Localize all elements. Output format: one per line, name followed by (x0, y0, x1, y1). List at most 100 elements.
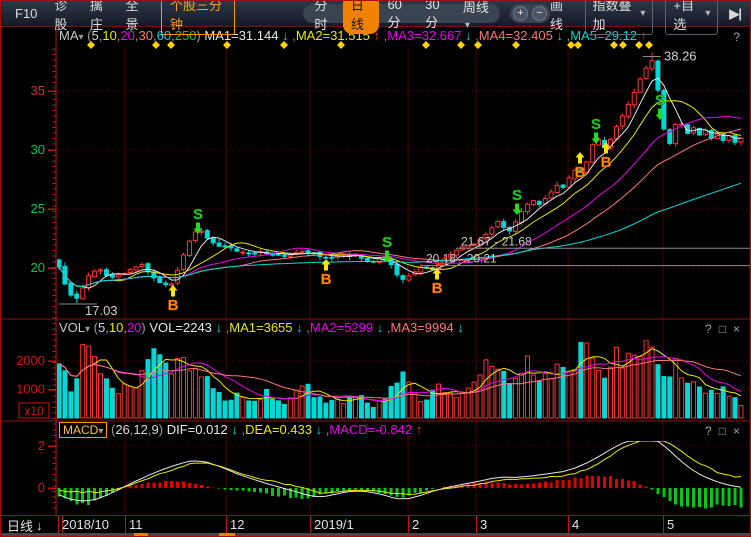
buy-arrow-icon (321, 259, 331, 271)
maximize-icon[interactable]: □ (718, 424, 726, 438)
scrollbar-mark (219, 533, 235, 536)
date-label: 2 (412, 517, 420, 532)
macd-pane-icons: ? □ × (705, 424, 740, 438)
date-label: 11 (129, 517, 143, 532)
period-tab-30分[interactable]: 30分 (425, 0, 440, 30)
period-tab-周线[interactable]: 周线▾ (462, 0, 489, 31)
help-icon[interactable]: ? (705, 424, 712, 438)
date-tick (58, 516, 59, 534)
svg-text:20: 20 (31, 260, 45, 275)
svg-text:17.03: 17.03 (85, 303, 118, 318)
down-arrow-icon: ↓ (211, 320, 223, 335)
close-icon[interactable]: × (732, 322, 740, 336)
date-label: 2018/10 (62, 517, 109, 532)
limit-up-diamond-icons (87, 41, 653, 49)
date-tick (663, 516, 664, 534)
sell-arrow-icon (382, 250, 392, 262)
volume-pane-icons: ? □ × (705, 322, 740, 336)
nav-tab-诊股[interactable]: 诊股 (54, 0, 68, 32)
buy-arrow-icon (432, 268, 442, 280)
sell-marker: S (655, 92, 665, 109)
period-tab-分时[interactable]: 分时 (314, 0, 328, 32)
nav-tab-全景[interactable]: 全景 (125, 0, 139, 32)
toolbar: F10 诊股 擒庄 全景 个股三分钟 分时 日线 60分 30分 周线▾ + − 画线 指数叠… (1, 1, 750, 35)
vol-indicator-header: VOL▾ (5,10,20) VOL=2243 ↓ ,MA1=3655 ↓ ,M… (59, 320, 464, 335)
index-overlay-dropdown[interactable]: 指数叠加 ▾ (584, 0, 654, 35)
down-arrow-icon: ↓ (373, 320, 384, 335)
help-icon[interactable]: ? (733, 30, 740, 44)
period-label: 日线 (7, 518, 34, 534)
collapse-panel-icon[interactable]: ▶| (729, 5, 742, 21)
svg-text:35: 35 (31, 83, 45, 98)
horizontal-scrollbar[interactable] (1, 533, 750, 536)
vol-value: MA1=3655 (229, 320, 293, 335)
y-axis (1, 27, 750, 515)
macd-indicator-header: MACD▾ (26,12,9) DIF=0.012 ↓ ,DEA=0.433 ↓… (59, 422, 422, 438)
buy-arrow-icon (575, 152, 585, 164)
date-label: 4 (572, 517, 580, 532)
svg-text:x10: x10 (24, 404, 44, 418)
vol-value: VOL=2243 (149, 320, 212, 335)
down-arrow-icon: ↓ (292, 320, 303, 335)
index-overlay-label: 指数叠加 (592, 0, 632, 32)
sell-arrow-icon (512, 203, 522, 215)
sell-arrow-icon (655, 108, 665, 120)
close-icon[interactable]: × (732, 424, 740, 438)
chevron-down-icon: ▾ (98, 426, 104, 437)
buy-sell-markers: B S B S B S B S B S (167, 92, 665, 315)
chevron-down-icon: ▾ (464, 19, 470, 31)
svg-text:30: 30 (31, 142, 45, 157)
ma-value: MA3=32.667 (387, 28, 462, 43)
sell-marker: S (193, 206, 203, 223)
macd-dropdown[interactable]: MACD▾ (59, 422, 108, 438)
maximize-icon[interactable]: □ (718, 322, 726, 336)
ma-dropdown[interactable]: MA▾ (59, 28, 84, 43)
buy-marker: B (601, 154, 612, 171)
draw-line-button[interactable]: 画线 (549, 0, 563, 32)
help-icon[interactable]: ? (705, 322, 712, 336)
buy-arrow-icon (168, 285, 178, 297)
svg-text:25: 25 (31, 201, 45, 216)
scrollbar-mark (134, 533, 148, 536)
down-arrow-icon: ↓ (461, 28, 472, 43)
sell-marker: S (382, 234, 392, 251)
vol-dropdown[interactable]: VOL▾ (59, 320, 91, 335)
chevron-down-icon: ▾ (78, 32, 84, 43)
sell-marker: S (591, 116, 601, 133)
down-arrow-icon: ↓ (278, 28, 289, 43)
svg-text:2: 2 (38, 438, 45, 453)
nav-tabs: F10 诊股 擒庄 全景 (15, 0, 161, 33)
period-tab-60分[interactable]: 60分 (387, 0, 402, 30)
svg-text:0: 0 (38, 480, 45, 495)
zoom-in-button[interactable]: + (512, 6, 528, 21)
buy-marker: B (432, 280, 443, 297)
buy-marker: B (575, 164, 586, 181)
svg-text:1000: 1000 (16, 382, 45, 397)
sell-arrow-icon (591, 132, 601, 144)
period-tab-日线[interactable]: 日线 (342, 1, 380, 34)
zoom-out-button[interactable]: − (531, 6, 547, 21)
separator: , (222, 320, 230, 335)
macd-value: MACD=-0.842 (329, 422, 413, 437)
macd-lines (58, 441, 741, 502)
volume-bars (57, 340, 744, 419)
down-arrow-icon: ↓ (453, 320, 464, 335)
svg-text:21.67 - 21.68: 21.67 - 21.68 (461, 234, 532, 248)
nav-tab-擒庄[interactable]: 擒庄 (89, 0, 103, 32)
date-tick (226, 516, 227, 534)
date-label: 2019/1 (314, 517, 354, 532)
period-indicator[interactable]: 日线 ↓ (1, 516, 63, 534)
vol-params: (5,10,20) (90, 320, 150, 335)
buy-marker: B (321, 271, 332, 288)
add-watchlist-dropdown[interactable]: +自选 ▾ (665, 0, 719, 35)
date-tick (310, 516, 311, 534)
add-watchlist-label: +自选 (673, 0, 695, 32)
chevron-down-icon: ▾ (85, 324, 91, 335)
tab-stock-3min[interactable]: 个股三分钟 (160, 1, 236, 35)
nav-tab-f10[interactable]: F10 (15, 6, 38, 21)
macd-histogram (57, 475, 743, 509)
separator: , (302, 320, 310, 335)
